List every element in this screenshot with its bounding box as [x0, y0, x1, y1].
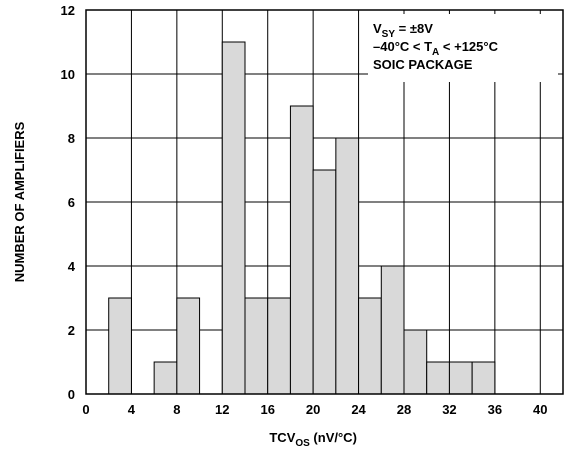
label-subscript: OS [295, 438, 310, 449]
histogram-bar [448, 361, 473, 395]
label-rest: (nV/°C) [310, 430, 357, 445]
label-rest: = ±8V [395, 21, 433, 36]
label-main: V [373, 21, 382, 36]
label-rest: < +125°C [439, 39, 498, 54]
y-tick-label: 8 [68, 131, 75, 146]
y-tick-label: 6 [68, 195, 75, 210]
histogram-bar [267, 297, 291, 395]
histogram-bar [108, 297, 132, 395]
plot-frame [85, 9, 564, 395]
x-tick-label: 36 [488, 402, 502, 417]
annotation-line: VSY = ±8V [373, 21, 433, 40]
x-tick-label: 24 [351, 402, 366, 417]
annotation-box [368, 14, 558, 82]
label-subscript: A [432, 47, 439, 58]
histogram-bar [176, 297, 201, 395]
histogram-bar [403, 329, 428, 395]
label-main: –40°C < T [373, 39, 432, 54]
histogram-bar [471, 361, 496, 395]
x-tick-label: 28 [397, 402, 411, 417]
y-tick-label: 10 [61, 67, 75, 82]
x-tick-label: 16 [260, 402, 274, 417]
x-tick-label: 20 [306, 402, 320, 417]
histogram-bar [426, 361, 450, 395]
annotation-line: SOIC PACKAGE [373, 57, 473, 72]
y-tick-labels: 0 2 4 6 8 10 12 [61, 3, 76, 402]
label-main: TCV [269, 430, 295, 445]
y-tick-label: 12 [61, 3, 75, 18]
annotation-line: –40°C < TA < +125°C [373, 39, 499, 58]
y-axis-title: NUMBER OF AMPLIFIERS [12, 121, 27, 282]
histogram-bar [289, 105, 314, 395]
x-tick-label: 8 [173, 402, 180, 417]
x-axis-title: TCVOS (nV/°C) [269, 430, 357, 449]
x-tick-label: 4 [128, 402, 136, 417]
y-tick-label: 0 [68, 387, 75, 402]
histogram-bar [244, 297, 269, 395]
y-tick-label: 4 [68, 259, 76, 274]
x-tick-labels: 0 4 8 12 16 20 24 28 32 36 40 [82, 402, 547, 417]
histogram-bar [312, 169, 337, 395]
histogram-bar [153, 361, 178, 395]
x-tick-label: 12 [215, 402, 229, 417]
x-tick-label: 0 [82, 402, 89, 417]
label-subscript: SY [382, 29, 396, 40]
x-tick-label: 32 [442, 402, 456, 417]
histogram-bar [221, 41, 246, 395]
x-tick-label: 40 [533, 402, 547, 417]
label-main: SOIC PACKAGE [373, 57, 473, 72]
y-tick-label: 2 [68, 323, 75, 338]
histogram-bar [335, 137, 360, 395]
histogram-bar [358, 297, 382, 395]
histogram-bar [380, 265, 405, 395]
